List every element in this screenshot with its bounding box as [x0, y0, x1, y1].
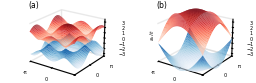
- Text: (a): (a): [28, 1, 39, 10]
- Text: (b): (b): [156, 1, 167, 10]
